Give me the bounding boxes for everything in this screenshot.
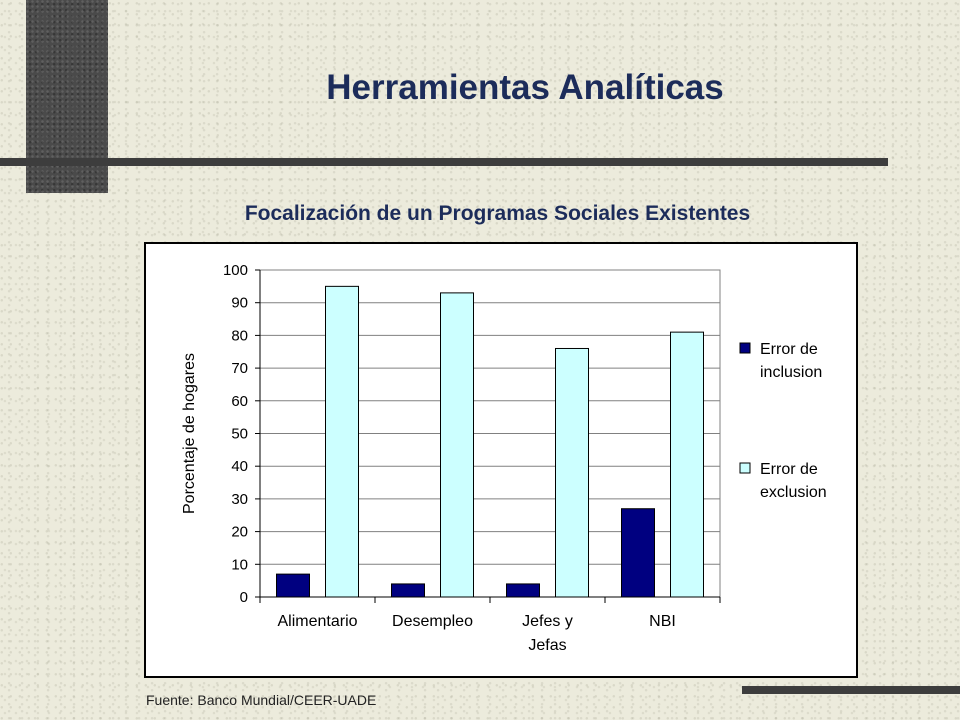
slide-title: Herramientas Analíticas (326, 68, 724, 107)
x-tick-label: Alimentario (277, 613, 357, 630)
slide-subtitle: Focalización de un Programas Sociales Ex… (244, 202, 751, 225)
bar-inclusion (621, 508, 655, 598)
y-tick-label: 0 (240, 589, 248, 606)
bar-exclusion (325, 285, 359, 598)
y-tick-label: 80 (231, 327, 248, 344)
bar-exclusion (670, 331, 704, 598)
y-tick-label: 90 (231, 295, 248, 312)
bar-inclusion (391, 583, 425, 598)
decorative-rule-bottom (742, 686, 960, 694)
chart-container: 0 10 20 30 40 50 60 70 80 90 100 Alimentario Desempl… (144, 242, 858, 678)
y-tick-label: 20 (231, 524, 248, 541)
y-axis-title: Porcentaje de hogares (181, 353, 198, 514)
bar-exclusion (555, 347, 589, 598)
legend-label: Error de (760, 341, 818, 358)
source-note: Fuente: Banco Mundial/CEER-UADE (146, 692, 377, 708)
y-tick-label: 100 (223, 262, 248, 279)
bar-chart: 0 10 20 30 40 50 60 70 80 90 100 Alimentario Desempl… (181, 262, 827, 654)
bar-inclusion (276, 573, 310, 598)
decorative-rule (0, 158, 888, 166)
y-tick-label: 10 (231, 556, 248, 573)
bar-inclusion (506, 583, 540, 598)
bar-exclusion (440, 292, 474, 598)
y-tick-label: 70 (231, 360, 248, 377)
y-tick-label: 50 (231, 426, 248, 443)
y-tick-label: 60 (231, 393, 248, 410)
legend-swatch (739, 342, 751, 354)
legend-swatch (739, 462, 751, 474)
x-tick-label: Jefas (528, 637, 566, 654)
legend-label: Error de (760, 461, 818, 478)
y-tick-label: 30 (231, 491, 248, 508)
x-tick-label: Desempleo (392, 613, 473, 630)
legend-label: inclusion (760, 364, 822, 381)
x-tick-label: Jefes y (522, 613, 573, 630)
y-tick-label: 40 (231, 458, 248, 475)
legend-label: exclusion (760, 484, 827, 501)
x-tick-label: NBI (649, 613, 676, 630)
